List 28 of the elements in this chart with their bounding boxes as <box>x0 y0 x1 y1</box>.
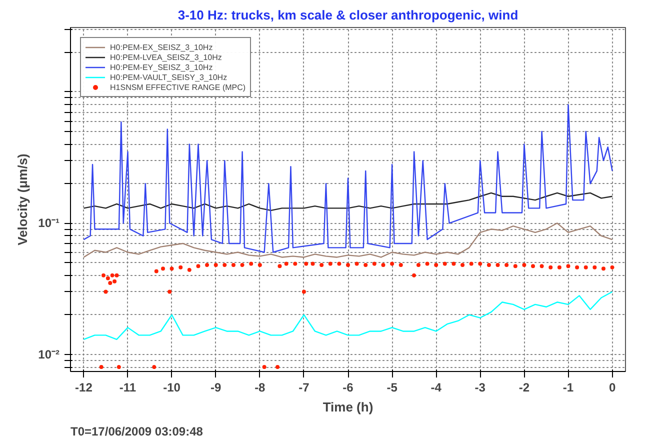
x-tick-label: -3 <box>474 380 486 394</box>
legend-label: H0:PEM-LVEA_SEISZ_3_10Hz <box>110 52 222 62</box>
x-tick-label: -10 <box>163 380 181 394</box>
x-tick-label: -5 <box>386 380 398 394</box>
x-tick-label: -6 <box>342 380 354 394</box>
x-tick-label: -12 <box>75 380 93 394</box>
line-series <box>83 222 613 258</box>
x-tick-label: -11 <box>119 380 136 394</box>
legend-label: H0:PEM-EY_SEISZ_3_10Hz <box>110 62 213 72</box>
line-series <box>83 291 613 340</box>
x-axis-title: Time (h) <box>322 400 374 414</box>
x-tick-label: -1 <box>562 380 574 394</box>
legend-label: H0:PEM-VAULT_SEISY_3_10Hz <box>110 72 228 82</box>
text: T0=17/06/2009 03:09:48 <box>70 424 204 438</box>
line-series <box>83 104 613 253</box>
legend-label: H0:PEM-EX_SEISZ_3_10Hz <box>110 42 213 52</box>
y-axis-title: Velocity (μm/s) <box>15 154 30 246</box>
x-tick-label: -8 <box>254 380 266 394</box>
x-tick-label: 0 <box>608 380 616 394</box>
legend-label: H1SNSM EFFECTIVE RANGE (MPC) <box>110 82 246 92</box>
x-tick-label: -4 <box>430 380 442 394</box>
line-series <box>83 192 613 212</box>
y-tick-label: 10⁻² <box>38 347 60 362</box>
chart-title: 3-10 Hz: trucks, km scale & closer anthropogenic, wind <box>178 8 518 22</box>
x-tick-label: -7 <box>298 380 310 394</box>
x-tick-label: -9 <box>210 380 222 394</box>
y-tick-label: 10⁻¹ <box>38 216 60 230</box>
x-tick-label: -2 <box>518 380 530 394</box>
